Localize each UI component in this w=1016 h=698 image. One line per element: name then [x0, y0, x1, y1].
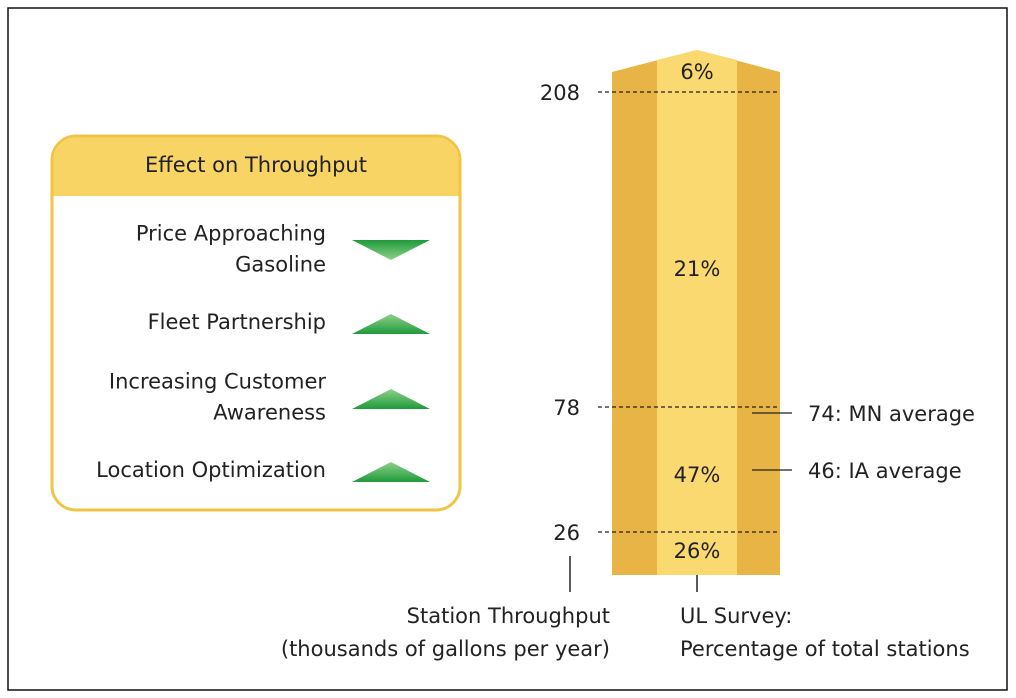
axis-label: (thousands of gallons per year) — [281, 637, 610, 661]
effect-label: Awareness — [213, 401, 326, 425]
effect-label: Location Optimization — [96, 458, 326, 482]
threshold-label: 78 — [553, 396, 580, 420]
effect-arrow — [352, 314, 430, 334]
effect-label: Gasoline — [235, 253, 326, 277]
threshold-label: 26 — [553, 521, 580, 545]
marker-label: 46: IA average — [808, 459, 962, 483]
effect-label: Price Approaching — [136, 222, 326, 246]
effect-arrow — [352, 462, 430, 482]
threshold-label: 208 — [540, 81, 580, 105]
panel-title: Effect on Throughput — [145, 153, 367, 177]
segment-label: 26% — [674, 539, 721, 563]
column — [569, 50, 780, 592]
segment-label: 47% — [674, 463, 721, 487]
segment-label: 21% — [674, 257, 721, 281]
axis-label: Percentage of total stations — [680, 637, 970, 661]
panel-header — [53, 137, 459, 196]
effect-arrow — [352, 240, 430, 260]
axis-label: UL Survey: — [680, 604, 792, 628]
effect-label: Increasing Customer — [109, 370, 326, 394]
axis-label: Station Throughput — [407, 604, 610, 628]
marker-label: 74: MN average — [808, 402, 975, 426]
effect-panel: Effect on Throughput — [50, 134, 462, 512]
panel-box — [50, 134, 462, 512]
segment-label: 6% — [680, 60, 713, 84]
column-inner — [657, 50, 737, 575]
effect-arrow — [352, 389, 430, 409]
frame — [7, 7, 1008, 691]
effect-label: Fleet Partnership — [148, 310, 326, 334]
